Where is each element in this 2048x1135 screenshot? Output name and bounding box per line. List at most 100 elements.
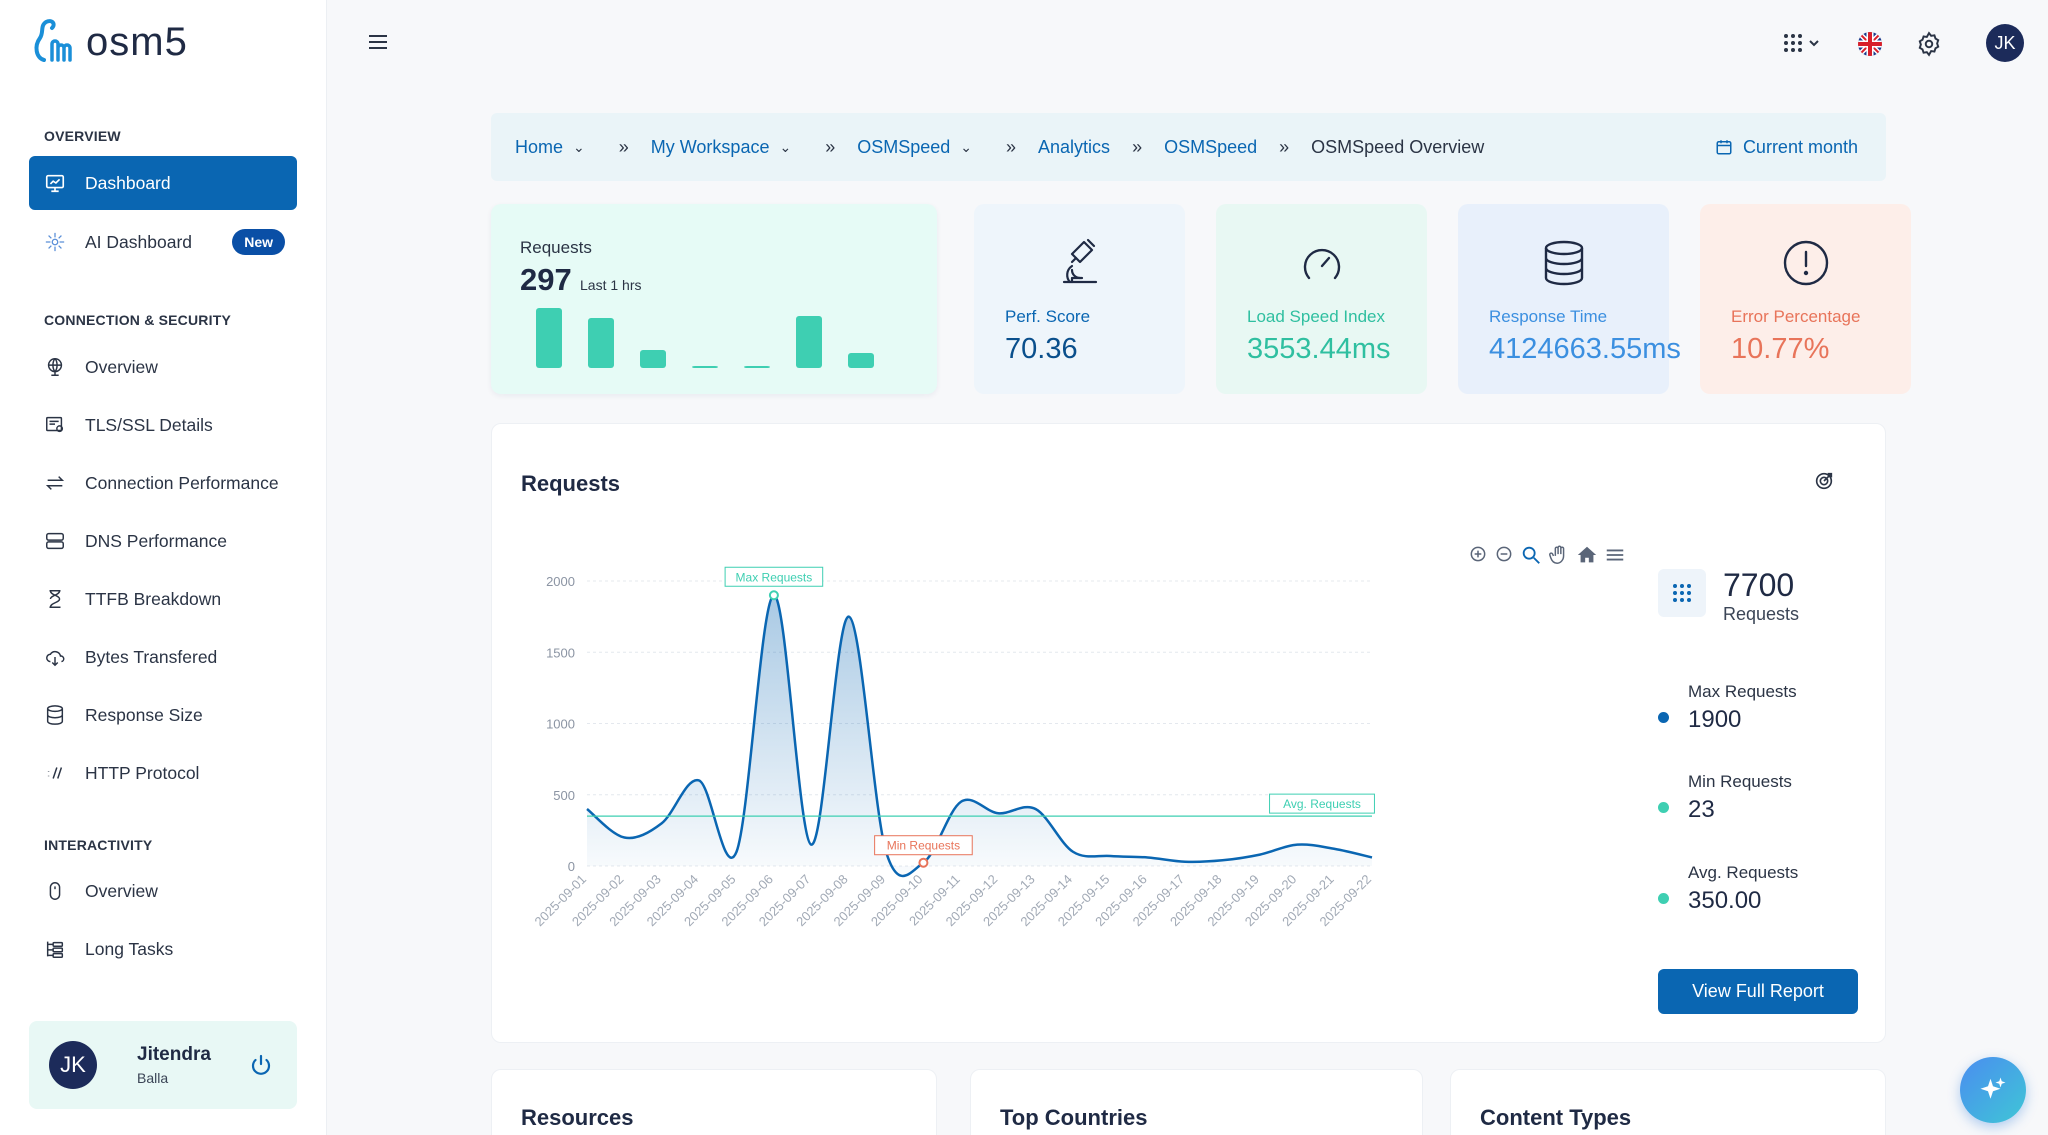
section-connection: CONNECTION & SECURITY bbox=[44, 312, 231, 328]
requests-area-chart: 0 500 1000 1500 2000 Max Requests Min Requests… bbox=[531, 566, 1375, 929]
sidebar-item-tls-ssl[interactable]: TLS/SSL Details bbox=[29, 398, 297, 452]
breadcrumb-separator-icon: » bbox=[1006, 136, 1017, 157]
grid-icon bbox=[1658, 569, 1706, 617]
apps-grid-icon[interactable] bbox=[1782, 32, 1824, 61]
mini-bar bbox=[848, 353, 874, 368]
chart-menu-icon[interactable] bbox=[1604, 544, 1626, 571]
chevron-down-icon: ⌄ bbox=[779, 138, 792, 155]
stat-label: Load Speed Index bbox=[1247, 307, 1386, 326]
cloud-download-icon bbox=[43, 645, 67, 669]
user-card[interactable]: JK Jitendra Balla bbox=[29, 1021, 297, 1109]
sidebar-item-label: Overview bbox=[85, 356, 158, 377]
y-tick-label: 500 bbox=[553, 788, 575, 803]
sidebar-item-label: Connection Performance bbox=[85, 472, 279, 493]
perf-score-card: Perf. Score 70.36 bbox=[974, 204, 1185, 394]
breadcrumb-current: OSMSpeed Overview bbox=[1311, 136, 1485, 157]
microscope-icon bbox=[1058, 238, 1102, 293]
legend-name: Min Requests bbox=[1688, 772, 1792, 791]
protocol-icon bbox=[43, 761, 67, 785]
logo-text: osm5 bbox=[86, 19, 188, 64]
avatar: JK bbox=[49, 1041, 97, 1089]
settings-gear-icon[interactable] bbox=[1916, 31, 1942, 62]
load-speed-card: Load Speed Index 3553.44ms bbox=[1216, 204, 1427, 394]
stat-value: 4124663.55ms bbox=[1489, 333, 1681, 365]
logo-icon bbox=[34, 19, 72, 62]
sidebar-item-long-tasks[interactable]: Long Tasks bbox=[29, 922, 297, 976]
sidebar-item-bytes-transfered[interactable]: Bytes Transfered bbox=[29, 630, 297, 684]
breadcrumb-home[interactable]: Home ⌄ bbox=[515, 136, 585, 157]
server-icon bbox=[43, 529, 67, 553]
breadcrumb-separator-icon: » bbox=[1279, 136, 1290, 157]
sidebar-item-overview-interactivity[interactable]: Overview bbox=[29, 864, 297, 918]
sidebar-item-connection-performance[interactable]: Connection Performance bbox=[29, 456, 297, 510]
settings-target-icon[interactable] bbox=[1813, 470, 1835, 497]
sidebar-item-dashboard[interactable]: Dashboard bbox=[29, 156, 297, 210]
reset-home-icon[interactable] bbox=[1576, 544, 1598, 571]
mini-bar bbox=[640, 350, 666, 368]
mini-bar bbox=[796, 316, 822, 368]
sidebar-item-label: TTFB Breakdown bbox=[85, 588, 222, 609]
alert-icon bbox=[1781, 238, 1831, 293]
date-range-picker[interactable]: Current month bbox=[1715, 137, 1858, 158]
resources-card: Resources bbox=[491, 1069, 937, 1135]
user-first-name: Jitendra bbox=[137, 1044, 211, 1065]
zoom-select-icon[interactable] bbox=[1520, 544, 1542, 571]
mini-bar bbox=[536, 308, 562, 368]
mini-bar-chart bbox=[536, 308, 874, 368]
legend-dot bbox=[1658, 802, 1669, 813]
sidebar-item-http-protocol[interactable]: HTTP Protocol bbox=[29, 746, 297, 800]
power-icon[interactable] bbox=[249, 1053, 273, 1082]
requests-card-value: 297 bbox=[520, 262, 572, 297]
header-avatar[interactable]: JK bbox=[1986, 24, 2024, 62]
legend-name: Max Requests bbox=[1688, 682, 1797, 701]
sparkle-icon bbox=[1980, 1077, 2006, 1099]
card-title: Top Countries bbox=[1000, 1105, 1148, 1130]
mini-bar bbox=[588, 318, 614, 368]
dashboard-icon bbox=[43, 171, 67, 195]
logo[interactable]: osm5 bbox=[30, 18, 188, 66]
chevron-down-icon: ⌄ bbox=[573, 138, 585, 155]
database-icon bbox=[1541, 238, 1587, 293]
uk-flag-icon[interactable] bbox=[1857, 31, 1883, 62]
y-tick-label: 1500 bbox=[546, 645, 575, 660]
sidebar-item-ai-dashboard[interactable]: AI Dashboard New bbox=[29, 215, 297, 269]
requests-chart-card: Requests 0 500 1000 1500 2000 Max Requests Min… bbox=[491, 423, 1886, 1043]
certificate-icon bbox=[43, 413, 67, 437]
max-annotation: Max Requests bbox=[736, 570, 813, 584]
breadcrumb-analytics[interactable]: Analytics bbox=[1038, 136, 1111, 157]
card-title: Resources bbox=[521, 1105, 634, 1130]
globe-icon bbox=[43, 355, 67, 379]
view-full-report-button[interactable]: View Full Report bbox=[1658, 969, 1858, 1014]
requests-card-sub: Last 1 hrs bbox=[580, 277, 642, 293]
breadcrumb-separator-icon: » bbox=[825, 136, 836, 157]
total-requests-value: 7700 bbox=[1723, 567, 1795, 603]
zoom-in-icon[interactable] bbox=[1468, 544, 1488, 571]
avg-annotation: Avg. Requests bbox=[1283, 797, 1361, 811]
menu-icon[interactable] bbox=[366, 30, 390, 59]
legend-value: 350.00 bbox=[1688, 887, 1762, 914]
legend-dot bbox=[1658, 893, 1669, 904]
y-tick-label: 1000 bbox=[546, 717, 575, 732]
sidebar-item-dns-performance[interactable]: DNS Performance bbox=[29, 514, 297, 568]
pan-hand-icon[interactable] bbox=[1548, 544, 1570, 571]
sidebar-item-ttfb-breakdown[interactable]: TTFB Breakdown bbox=[29, 572, 297, 626]
stat-label: Response Time bbox=[1489, 307, 1608, 326]
ai-assistant-button[interactable] bbox=[1960, 1057, 2026, 1123]
series-area bbox=[587, 595, 1372, 876]
sidebar-item-response-size[interactable]: Response Size bbox=[29, 688, 297, 742]
content-types-card: Content Types bbox=[1450, 1069, 1886, 1135]
sidebar-item-label: Long Tasks bbox=[85, 938, 174, 959]
breadcrumb-osmspeed-project[interactable]: OSMSpeed ⌄ bbox=[857, 136, 973, 157]
zoom-out-icon[interactable] bbox=[1494, 544, 1514, 571]
date-range-label: Current month bbox=[1742, 136, 1858, 157]
sidebar-item-label: Dashboard bbox=[85, 172, 171, 193]
tasks-icon bbox=[43, 937, 67, 961]
breadcrumb-separator-icon: » bbox=[1132, 136, 1143, 157]
sidebar-item-label: Overview bbox=[85, 880, 158, 901]
sidebar-item-overview-connection[interactable]: Overview bbox=[29, 340, 297, 394]
sidebar: osm5 OVERVIEW Dashboard AI Dashboard New… bbox=[0, 0, 327, 1135]
breadcrumb-workspace[interactable]: My Workspace ⌄ bbox=[650, 136, 792, 157]
min-annotation: Min Requests bbox=[887, 839, 960, 853]
breadcrumb-osmspeed[interactable]: OSMSpeed bbox=[1164, 136, 1258, 157]
database-icon bbox=[43, 703, 67, 727]
